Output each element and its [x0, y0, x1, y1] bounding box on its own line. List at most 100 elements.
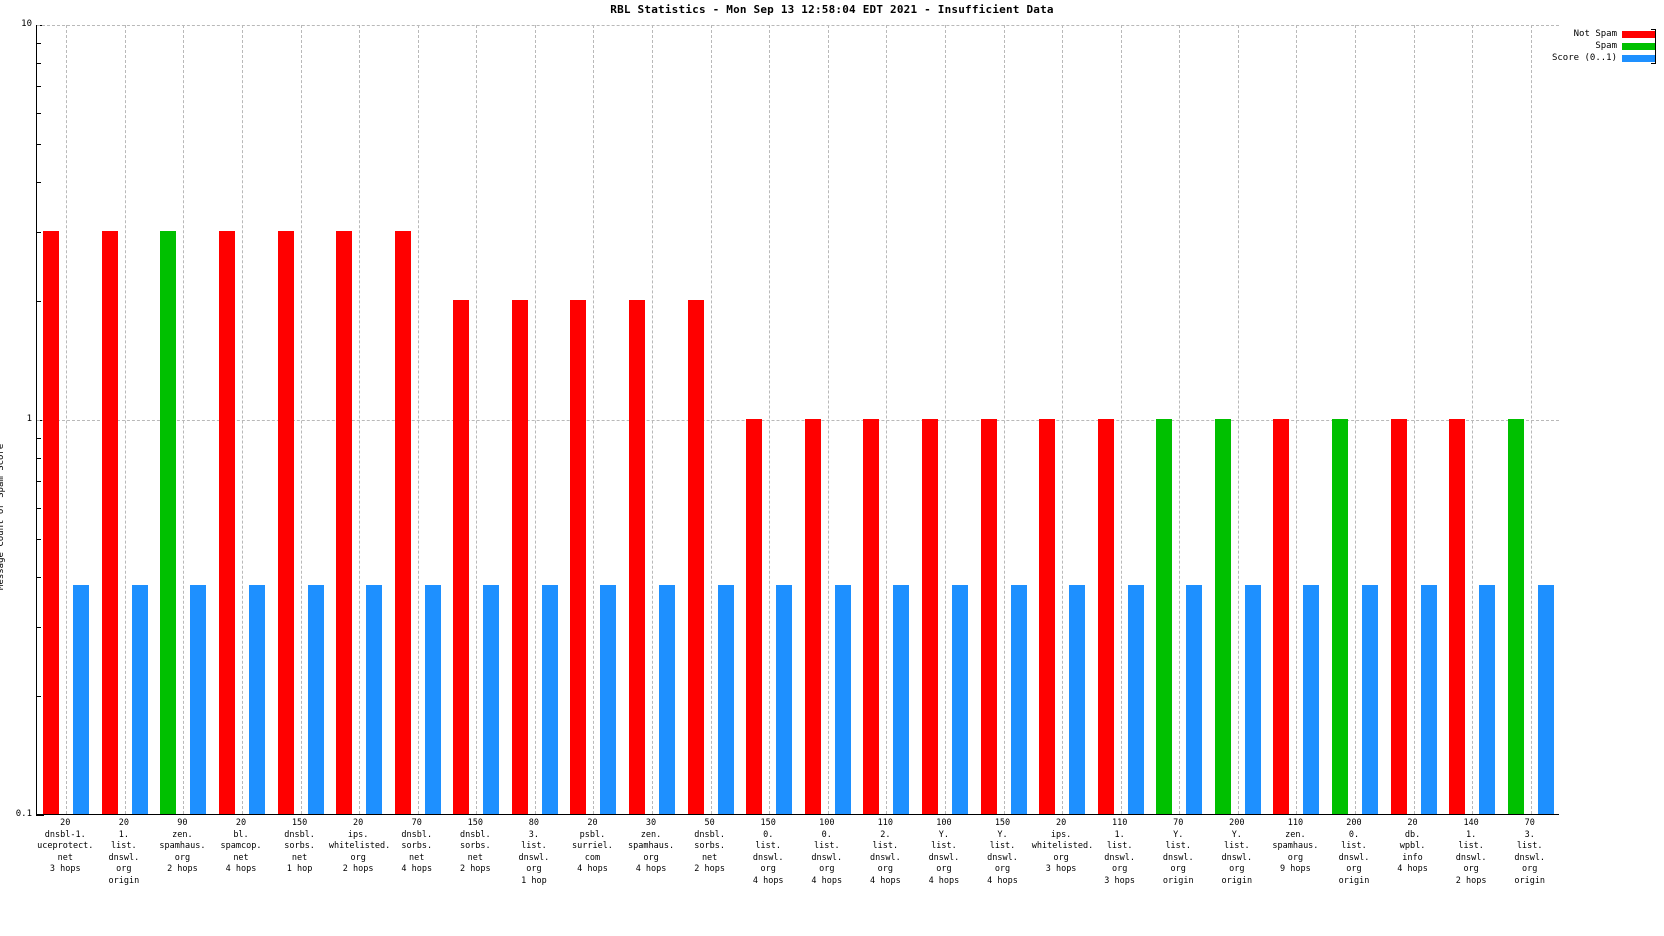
y-minor-tick-mark: [36, 301, 41, 303]
x-axis-label-line: origin: [1162, 875, 1194, 886]
bar-spam-score: [776, 585, 793, 814]
bar-spam-score: [1537, 585, 1554, 814]
bar-spam-score: [1186, 585, 1203, 814]
bar-message-count: [570, 300, 587, 814]
x-axis-label-line: 100: [936, 818, 952, 828]
x-axis-label-line: org: [526, 864, 542, 874]
x-axis-label-line: org: [819, 864, 835, 874]
bar-message-count: [43, 230, 60, 814]
x-axis-label-line: Y.: [997, 829, 1008, 840]
bar-spam-score: [249, 585, 266, 814]
x-axis-label-line: wpbl.: [1399, 841, 1426, 851]
x-axis-label-line: 2.: [880, 829, 891, 840]
bar-message-count: [453, 300, 470, 814]
x-axis-label-line: 20: [118, 818, 129, 828]
x-axis-label-line: com: [584, 852, 601, 863]
vertical-gridline: [242, 25, 244, 814]
x-axis-label-line: 4 hops: [987, 875, 1018, 886]
x-axis-label-line: 20: [587, 818, 598, 828]
x-axis-label-line: dnswl.: [1162, 852, 1194, 863]
bar-spam-score: [73, 585, 90, 814]
vertical-gridline: [827, 25, 829, 814]
x-axis-label-line: 150: [467, 818, 483, 828]
x-axis-label-line: 1.: [1114, 829, 1125, 840]
y-minor-tick-mark: [36, 696, 41, 698]
legend-item-spam: Spam: [1552, 41, 1656, 52]
bar-spam-score: [541, 585, 558, 814]
bar-spam-score: [483, 585, 500, 814]
y-minor-tick-mark: [36, 577, 41, 579]
x-axis-label-line: list.: [521, 841, 547, 851]
x-axis-label-line: sorbs.: [284, 841, 315, 851]
x-axis-label: 90 zen. spamhaus. org 2 hops: [153, 818, 212, 876]
x-axis-label: 20 ips. whitelisted. org 2 hops: [329, 818, 390, 876]
x-axis-label-line: net: [701, 852, 718, 863]
x-axis-label-line: psbl.: [579, 829, 606, 840]
vertical-gridline: [1413, 25, 1415, 814]
x-axis-label-line: origin: [1338, 875, 1370, 886]
x-axis-label: 150 dnsbl. sorbs. net 2 hops: [446, 818, 505, 876]
x-axis-label: 140 1. list. dnswl. org 2 hops: [1442, 818, 1501, 887]
bar-spam-score: [834, 585, 851, 814]
x-axis-label-line: sorbs.: [694, 841, 725, 851]
y-minor-tick-mark: [36, 182, 41, 184]
x-axis-label-line: ips.: [1050, 829, 1072, 840]
bar-message-count: [336, 230, 353, 814]
bar-spam-score: [1303, 585, 1320, 814]
x-axis-label-line: 150: [994, 818, 1011, 828]
x-axis-label-line: Y.: [1231, 829, 1242, 840]
x-axis-label-line: org: [1111, 864, 1128, 874]
x-axis-label: 150 dnsbl. sorbs. net 1 hop: [270, 818, 329, 876]
x-axis-label-line: org: [1170, 864, 1186, 874]
x-axis-label-line: 1.: [1466, 829, 1477, 840]
x-axis-label-line: 3 hops: [49, 864, 81, 874]
x-axis-label-line: 4 hops: [811, 875, 843, 886]
x-axis-label-line: net: [409, 852, 425, 863]
bar-message-count: [1390, 419, 1407, 814]
vertical-gridline: [710, 25, 712, 814]
x-axis-label-line: info: [1402, 852, 1423, 863]
vertical-gridline: [886, 25, 888, 814]
x-axis-label-line: list.: [1341, 841, 1367, 851]
horizontal-gridline: [37, 25, 1559, 26]
x-axis-label-line: 1 hop: [286, 864, 313, 874]
x-axis-label-line: spamhaus.: [159, 841, 206, 851]
x-axis-label-line: org: [1522, 864, 1538, 874]
x-axis-label-line: dnsbl.: [694, 829, 725, 840]
x-axis-label-line: org: [1287, 852, 1304, 863]
x-axis-label-line: dnswl.: [1514, 852, 1546, 863]
x-axis-label-line: 20: [1407, 818, 1418, 828]
bar-message-count: [160, 230, 177, 814]
vertical-gridline: [300, 25, 302, 814]
x-axis-label-line: 110: [1287, 818, 1304, 828]
x-axis-label-line: 0.: [821, 829, 832, 840]
x-axis-label-line: dnswl.: [811, 852, 843, 863]
x-axis-label-line: 20: [353, 818, 364, 828]
x-axis-label-line: bl.: [233, 829, 249, 840]
x-axis-label: 150 Y. list. dnswl. org 4 hops: [973, 818, 1032, 887]
y-tick-label: 10: [21, 19, 32, 29]
x-axis-label-line: 20: [60, 818, 71, 828]
x-axis-label-line: 70: [411, 818, 422, 828]
x-axis-label-line: 4 hops: [1397, 864, 1428, 874]
x-axis-label-line: 200: [1229, 818, 1245, 828]
x-axis-label-line: list.: [931, 841, 957, 851]
y-minor-tick-mark: [36, 43, 41, 45]
x-axis-label: 70 dnsbl. sorbs. net 4 hops: [387, 818, 446, 876]
x-axis-label-line: org: [116, 864, 132, 874]
y-axis-title: Message Count or Spam Score: [0, 344, 6, 590]
legend-swatch-spam: [1622, 43, 1656, 50]
vertical-gridline: [1062, 25, 1064, 814]
x-axis-labels: 20 dnsbl-1. uceprotect. net 3 hops 20 1. list. d…: [36, 818, 1559, 936]
chart-legend: Not Spam Spam Score (0..1): [1552, 29, 1656, 65]
x-axis-label-line: org: [1346, 864, 1362, 874]
x-axis-label-line: net: [467, 852, 483, 863]
x-axis-label-line: 3 hops: [1045, 864, 1077, 874]
bar-spam-score: [1127, 585, 1144, 814]
x-axis-label: 30 zen. spamhaus. org 4 hops: [622, 818, 681, 876]
bar-spam-score: [1010, 585, 1027, 814]
x-axis-label: 80 3. list. dnswl. org 1 hop: [505, 818, 564, 887]
legend-item-not-spam: Not Spam: [1552, 29, 1656, 40]
bar-message-count: [863, 419, 880, 814]
x-axis-label-line: list.: [989, 841, 1016, 851]
